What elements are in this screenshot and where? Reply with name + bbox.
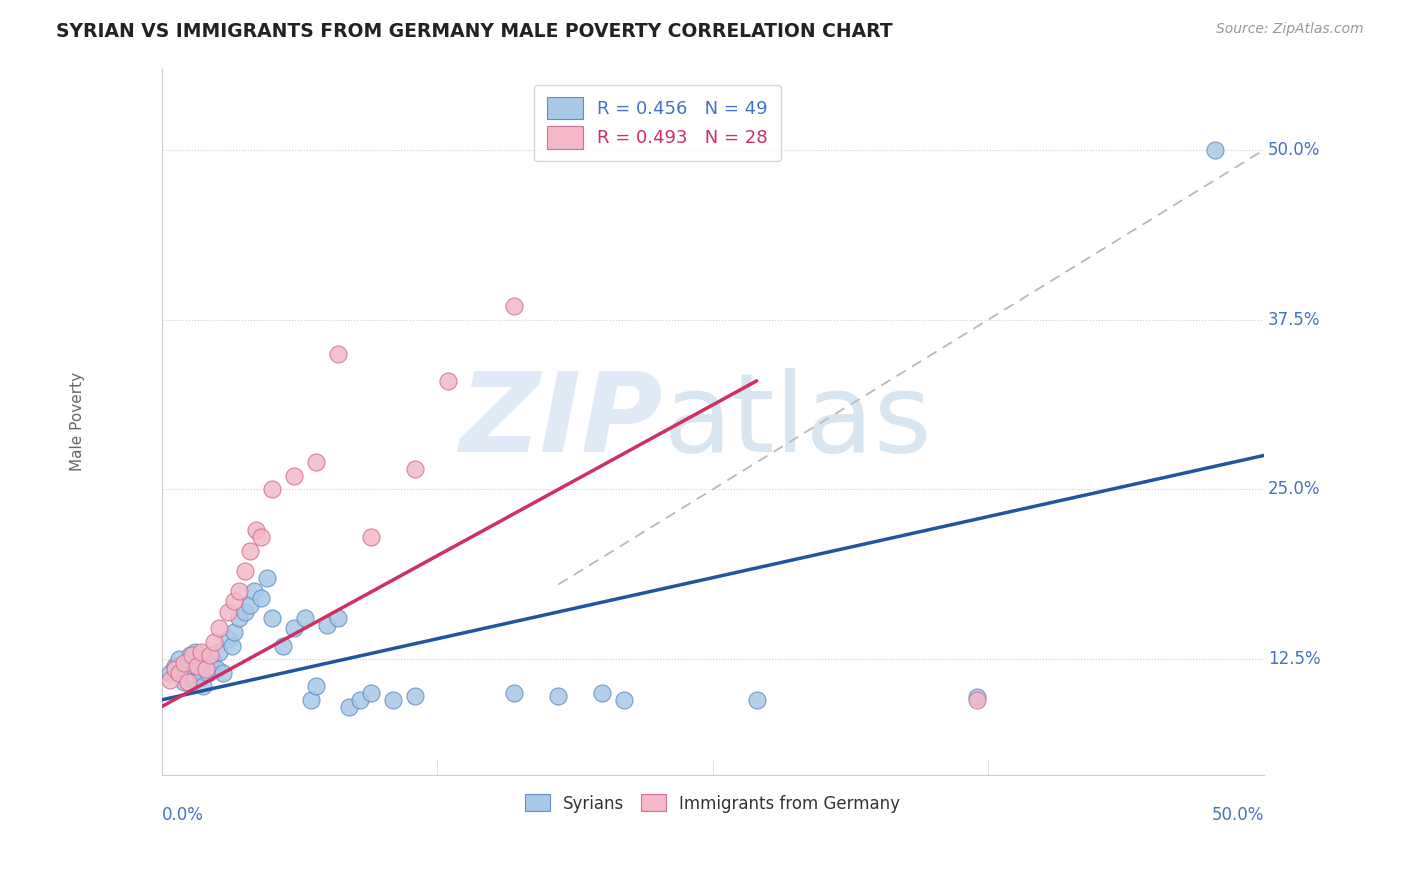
Text: 50.0%: 50.0% <box>1212 806 1264 824</box>
Point <box>228 584 250 599</box>
Point <box>163 659 186 673</box>
Point <box>283 621 305 635</box>
Text: ZIP: ZIP <box>460 368 664 475</box>
Point <box>190 645 212 659</box>
Point <box>177 675 200 690</box>
Point <box>249 530 271 544</box>
Point <box>243 584 266 599</box>
Point <box>177 657 200 671</box>
Point <box>163 662 186 676</box>
Point <box>190 670 212 684</box>
Point <box>233 605 256 619</box>
Point <box>208 621 231 635</box>
Point <box>245 523 267 537</box>
Point <box>360 530 382 544</box>
Point <box>217 632 239 646</box>
Point <box>503 686 526 700</box>
Legend: Syrians, Immigrants from Germany: Syrians, Immigrants from Germany <box>519 788 907 819</box>
Point <box>591 686 613 700</box>
Point <box>173 657 195 671</box>
Point <box>271 639 294 653</box>
Point <box>437 374 460 388</box>
Text: 25.0%: 25.0% <box>1268 481 1320 499</box>
Point <box>337 699 360 714</box>
Point <box>193 679 215 693</box>
Point <box>249 591 271 605</box>
Point <box>283 468 305 483</box>
Text: SYRIAN VS IMMIGRANTS FROM GERMANY MALE POVERTY CORRELATION CHART: SYRIAN VS IMMIGRANTS FROM GERMANY MALE P… <box>56 22 893 41</box>
Point <box>966 693 988 707</box>
Text: 50.0%: 50.0% <box>1268 141 1320 159</box>
Point <box>224 625 246 640</box>
Point <box>404 689 426 703</box>
Point <box>183 673 205 687</box>
Point <box>239 598 262 612</box>
Point <box>186 659 208 673</box>
Point <box>326 611 349 625</box>
Text: 12.5%: 12.5% <box>1268 650 1320 668</box>
Point <box>181 668 204 682</box>
Point <box>205 662 228 676</box>
Point <box>260 483 283 497</box>
Point <box>239 543 262 558</box>
Point <box>167 652 190 666</box>
Point <box>326 346 349 360</box>
Point <box>204 634 226 648</box>
Text: atlas: atlas <box>664 368 932 475</box>
Point <box>547 689 569 703</box>
Point <box>256 571 278 585</box>
Point <box>305 455 328 469</box>
Point <box>1204 143 1226 157</box>
Point <box>212 665 235 680</box>
Text: Source: ZipAtlas.com: Source: ZipAtlas.com <box>1216 22 1364 37</box>
Point <box>260 611 283 625</box>
Point <box>224 594 246 608</box>
Point <box>197 665 219 680</box>
Point <box>208 645 231 659</box>
Point <box>173 675 195 690</box>
Point <box>404 462 426 476</box>
Point <box>221 639 243 653</box>
Point <box>966 690 988 705</box>
Point <box>194 662 217 676</box>
Point <box>360 686 382 700</box>
Point <box>198 648 221 662</box>
Point <box>233 564 256 578</box>
Point <box>183 645 205 659</box>
Point <box>349 693 371 707</box>
Point <box>201 652 224 666</box>
Point <box>179 648 201 662</box>
Point <box>228 611 250 625</box>
Point <box>305 679 328 693</box>
Text: 37.5%: 37.5% <box>1268 310 1320 329</box>
Point <box>315 618 337 632</box>
Point <box>613 693 636 707</box>
Text: 0.0%: 0.0% <box>162 806 204 824</box>
Point <box>745 693 768 707</box>
Point <box>194 652 217 666</box>
Point <box>503 299 526 313</box>
Point <box>167 665 190 680</box>
Point <box>198 659 221 673</box>
Point <box>181 648 204 662</box>
Point <box>159 673 181 687</box>
Point <box>294 611 316 625</box>
Point <box>382 693 405 707</box>
Point <box>173 662 195 676</box>
Text: Male Poverty: Male Poverty <box>70 372 86 471</box>
Point <box>188 662 211 676</box>
Point <box>301 693 323 707</box>
Point <box>217 605 239 619</box>
Point <box>159 665 181 680</box>
